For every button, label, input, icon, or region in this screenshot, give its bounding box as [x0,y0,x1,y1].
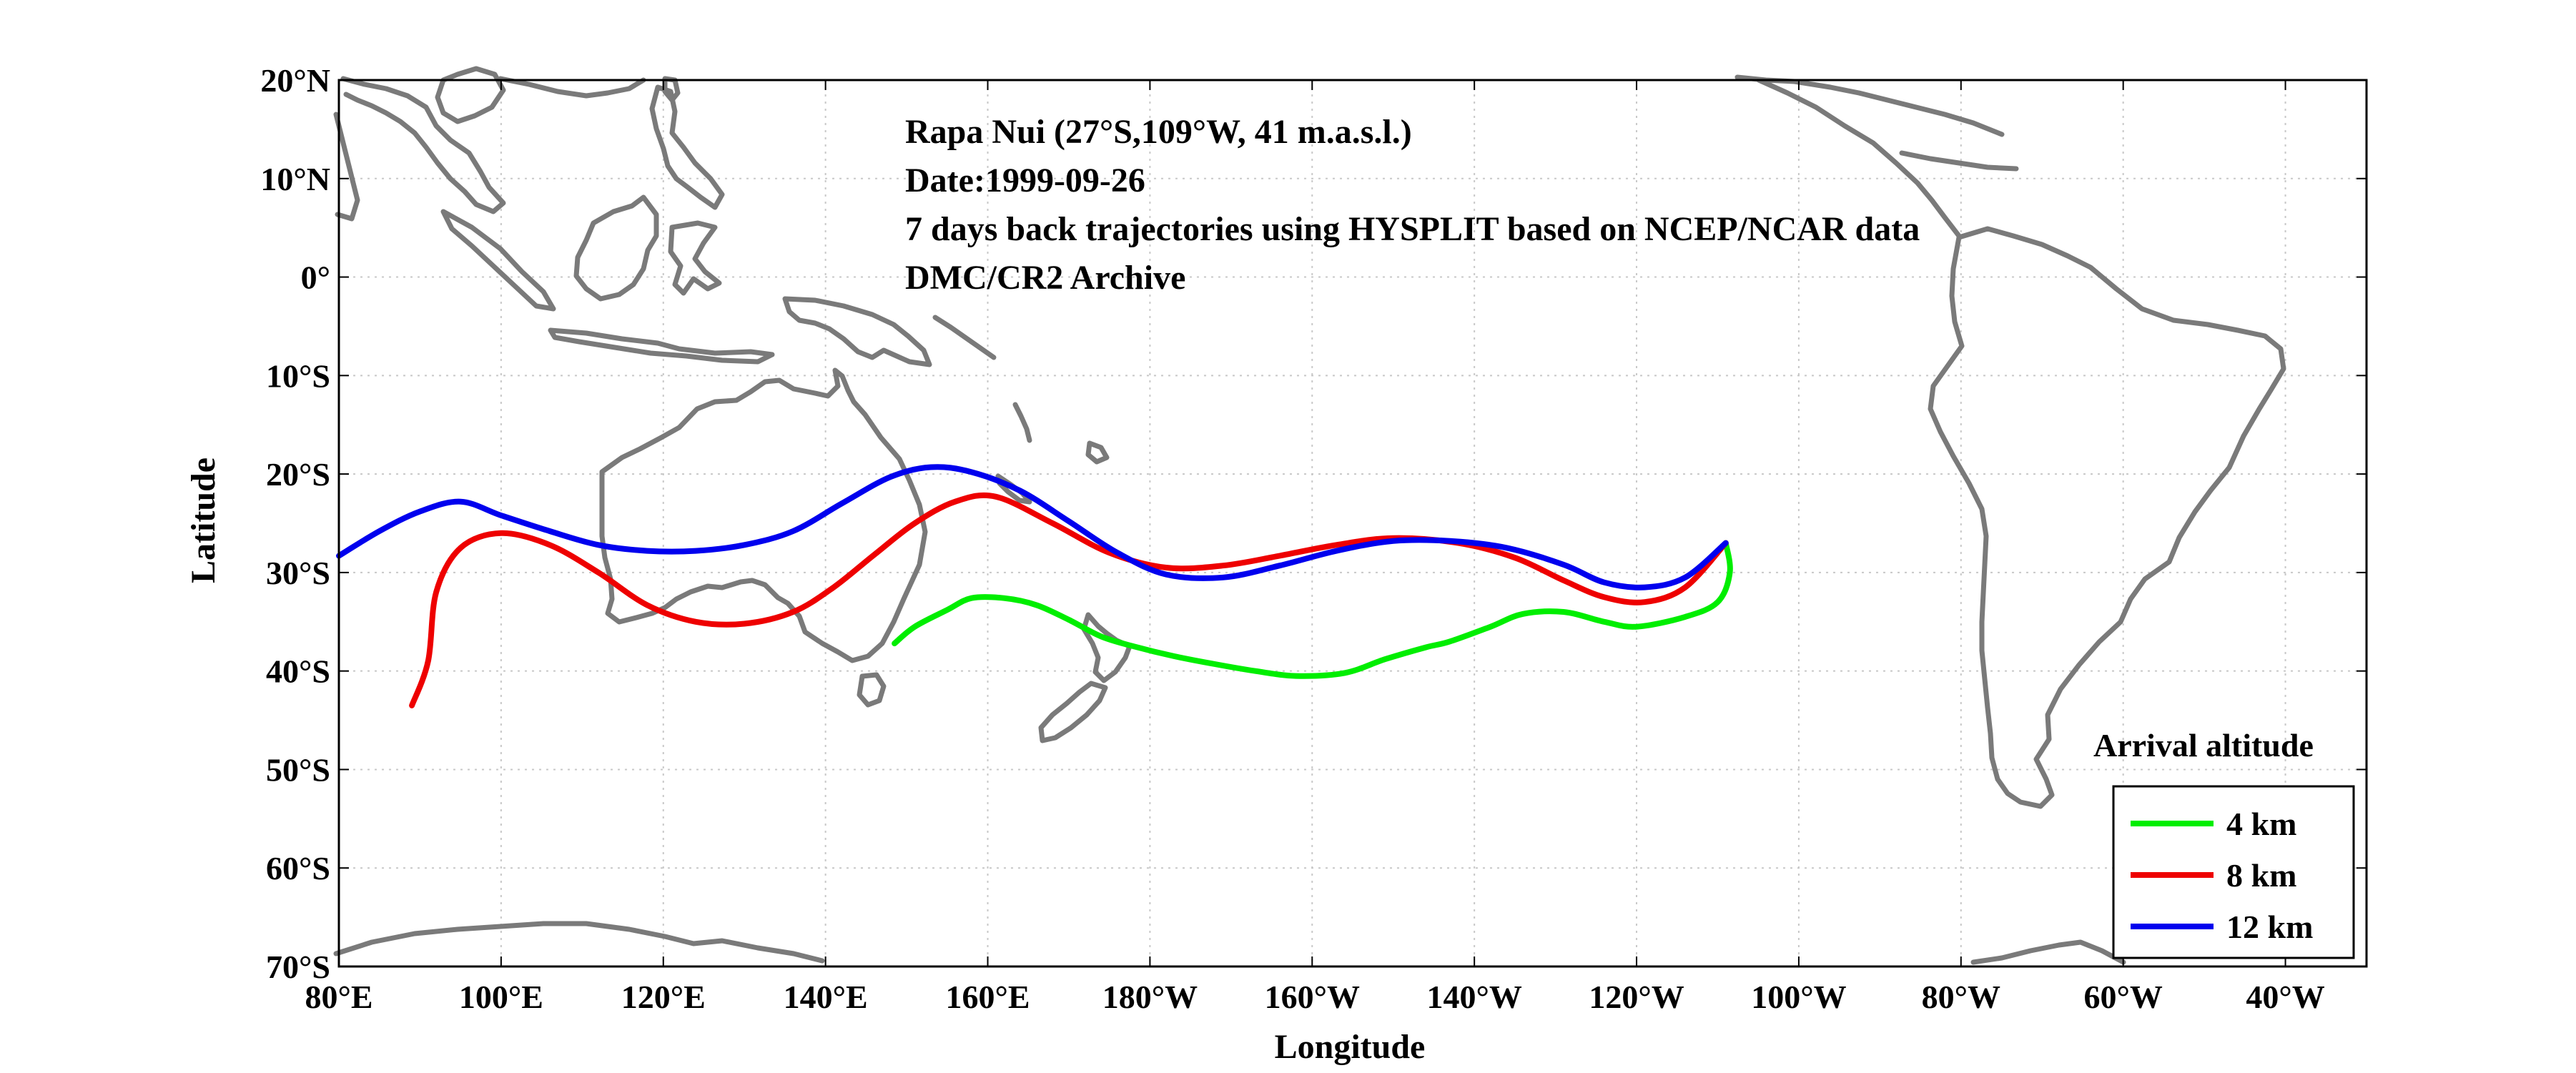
series-line-2 [409,492,1729,708]
coastline-philippines [649,84,725,210]
coastlines [333,66,2286,965]
legend-entry-2: 8 km [2226,857,2296,894]
tick-layer: 80°E 100°E 120°E 140°E 160°E 180°W 160°W 140°W 1… [260,62,2367,1015]
legend-title: Arrival altitude [2093,727,2314,763]
coastline-central-america [1756,77,1962,239]
series-line-3 [336,464,1729,590]
coastline-borneo [573,194,659,302]
annotation-line-1: Rapa Nui (27°S,109°W, 41 m.a.s.l.) [905,113,1412,151]
series-layer [336,464,1733,708]
coastline-sulawesi [668,220,722,296]
x-tick-label: 100°W [1751,979,1846,1015]
annotation-layer: Rapa Nui (27°S,109°W, 41 m.a.s.l.) Date:1… [905,113,1920,297]
coastline-asia-east [435,66,506,124]
x-tick-label: 120°W [1589,979,1684,1015]
x-tick-label: 160°E [945,979,1030,1015]
y-tick-label: 60°S [266,850,330,886]
coastline-tasmania [857,672,887,708]
axes-frame-layer [337,79,2368,968]
coastline-new-zealand-north [1081,612,1132,683]
y-tick-label: 0° [301,259,330,296]
annotation-line-4: DMC/CR2 Archive [905,259,1185,297]
x-tick-label: 120°E [621,979,706,1015]
coastline-australia [599,367,928,663]
coastline-south-america [1928,226,2286,809]
coastline-vanuatu [1012,402,1032,443]
x-tick-label: 160°W [1265,979,1360,1015]
coastline-antarctica-east [1970,939,2126,965]
plot-frame [337,79,2368,968]
y-tick-label: 30°S [266,555,330,591]
y-tick-label: 40°S [266,653,330,690]
coastline-asia-west [333,112,360,222]
coastline-fiji [1085,440,1110,465]
y-tick-label: 10°S [266,357,330,394]
x-tick-label: 60°W [2083,979,2162,1015]
x-tick-label: 140°E [784,979,868,1015]
y-tick-label: 20°S [266,456,330,493]
coastline-se-asia [340,76,506,214]
x-tick-label: 80°W [1922,979,2000,1015]
y-tick-label: 70°S [266,949,330,985]
y-tick-label: 20°N [260,62,330,99]
x-tick-label: 140°W [1426,979,1521,1015]
coastline-solomons [932,315,997,360]
x-tick-label: 80°E [305,979,372,1015]
x-tick-label: 180°W [1102,979,1198,1015]
coastline-new-guinea [782,296,932,367]
annotation-line-2: Date:1999-09-26 [905,162,1145,199]
x-tick-label: 40°W [2246,979,2324,1015]
coastline-java [548,327,775,365]
coastline-sumatra [440,209,556,312]
x-tick-label: 100°E [459,979,543,1015]
y-axis-label: Latitude [184,458,222,583]
series-line-1 [892,540,1733,679]
x-axis-label: Longitude [1275,1028,1426,1066]
coastline-new-zealand-south [1038,681,1108,743]
legend-entry-1: 4 km [2226,806,2296,842]
y-tick-label: 50°S [266,751,330,788]
annotation-line-3: 7 days back trajectories using HYSPLIT b… [905,210,1920,248]
coastline-antarctica-west [333,921,825,964]
legend-entry-3: 12 km [2226,909,2313,945]
y-tick-label: 10°N [260,161,330,197]
legend: Arrival altitude 4 km 8 km 12 km [2093,727,2355,959]
coastline-caribbean [1899,150,2019,172]
coastline-china-coast [498,76,646,99]
